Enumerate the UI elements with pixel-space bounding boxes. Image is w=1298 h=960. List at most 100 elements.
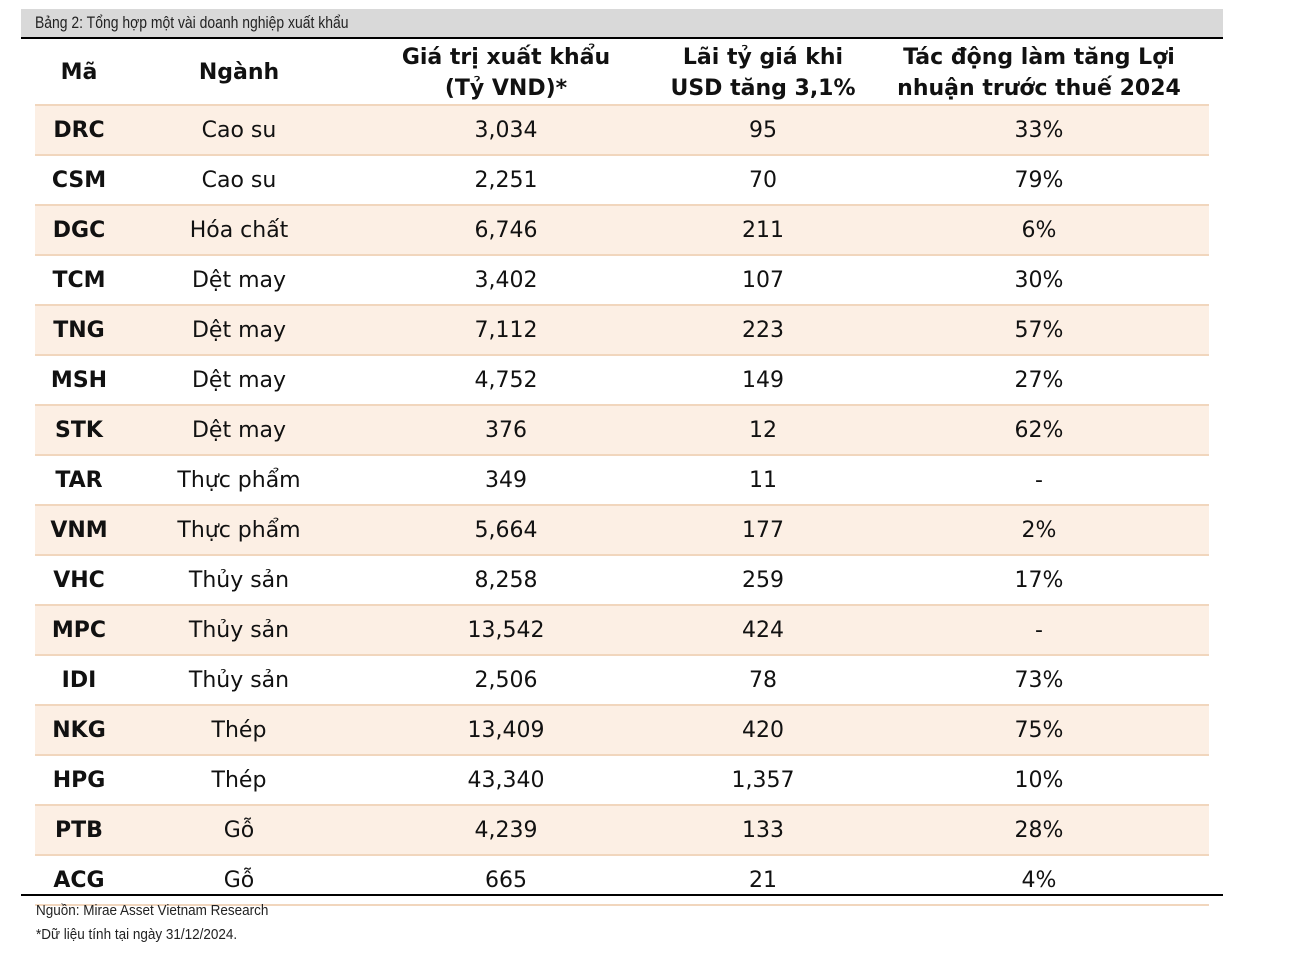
- cell-code: TNG: [35, 305, 123, 356]
- cell-profit-impact: 30%: [869, 255, 1209, 306]
- cell-fx-gain: 78: [657, 655, 869, 706]
- table-row: VNM Thực phẩm 5,664 177 2%: [35, 505, 1209, 556]
- cell-profit-impact: -: [869, 605, 1209, 656]
- table-caption-bar: Bảng 2: Tổng hợp một vài doanh nghiệp xu…: [21, 9, 1223, 39]
- table-bottom-rule: [21, 894, 1223, 896]
- cell-sector: Dệt may: [123, 255, 355, 306]
- header-profit-impact: Tác động làm tăng Lợi nhuận trước thuế 20…: [869, 41, 1209, 106]
- cell-profit-impact: 2%: [869, 505, 1209, 556]
- cell-sector: Thủy sản: [123, 655, 355, 706]
- cell-profit-impact: 6%: [869, 205, 1209, 256]
- table-row: TCM Dệt may 3,402 107 30%: [35, 255, 1209, 306]
- cell-code: NKG: [35, 705, 123, 756]
- cell-export-value: 2,506: [355, 655, 657, 706]
- cell-export-value: 43,340: [355, 755, 657, 806]
- cell-fx-gain: 1,357: [657, 755, 869, 806]
- cell-profit-impact: -: [869, 455, 1209, 506]
- table-row: CSM Cao su 2,251 70 79%: [35, 155, 1209, 206]
- cell-profit-impact: 79%: [869, 155, 1209, 206]
- cell-export-value: 4,239: [355, 805, 657, 856]
- cell-sector: Thép: [123, 705, 355, 756]
- cell-fx-gain: 149: [657, 355, 869, 406]
- table-row: STK Dệt may 376 12 62%: [35, 405, 1209, 456]
- cell-export-value: 13,409: [355, 705, 657, 756]
- cell-sector: Cao su: [123, 155, 355, 206]
- table-row: DRC Cao su 3,034 95 33%: [35, 105, 1209, 156]
- header-code: Mã: [35, 41, 123, 106]
- cell-code: MSH: [35, 355, 123, 406]
- table-row: NKG Thép 13,409 420 75%: [35, 705, 1209, 756]
- table-row: TNG Dệt may 7,112 223 57%: [35, 305, 1209, 356]
- cell-code: VNM: [35, 505, 123, 556]
- table-caption: Bảng 2: Tổng hợp một vài doanh nghiệp xu…: [35, 13, 349, 32]
- cell-code: MPC: [35, 605, 123, 656]
- cell-export-value: 13,542: [355, 605, 657, 656]
- cell-sector: Dệt may: [123, 355, 355, 406]
- cell-profit-impact: 4%: [869, 855, 1209, 906]
- cell-fx-gain: 223: [657, 305, 869, 356]
- table-row: TAR Thực phẩm 349 11 -: [35, 455, 1209, 506]
- header-export-value: Giá trị xuất khẩu (Tỷ VND)*: [355, 41, 657, 106]
- cell-export-value: 665: [355, 855, 657, 906]
- cell-profit-impact: 62%: [869, 405, 1209, 456]
- table-row: MSH Dệt may 4,752 149 27%: [35, 355, 1209, 406]
- cell-profit-impact: 10%: [869, 755, 1209, 806]
- cell-export-value: 7,112: [355, 305, 657, 356]
- cell-profit-impact: 57%: [869, 305, 1209, 356]
- cell-code: TCM: [35, 255, 123, 306]
- cell-code: DGC: [35, 205, 123, 256]
- cell-fx-gain: 177: [657, 505, 869, 556]
- cell-fx-gain: 107: [657, 255, 869, 306]
- header-fx-gain: Lãi tỷ giá khi USD tăng 3,1%: [657, 41, 869, 106]
- cell-export-value: 349: [355, 455, 657, 506]
- table-row: ACG Gỗ 665 21 4%: [35, 855, 1209, 906]
- cell-fx-gain: 133: [657, 805, 869, 856]
- cell-profit-impact: 33%: [869, 105, 1209, 156]
- cell-code: TAR: [35, 455, 123, 506]
- cell-fx-gain: 12: [657, 405, 869, 456]
- cell-export-value: 8,258: [355, 555, 657, 606]
- cell-fx-gain: 211: [657, 205, 869, 256]
- cell-export-value: 3,402: [355, 255, 657, 306]
- cell-fx-gain: 11: [657, 455, 869, 506]
- cell-profit-impact: 73%: [869, 655, 1209, 706]
- cell-profit-impact: 75%: [869, 705, 1209, 756]
- cell-sector: Dệt may: [123, 305, 355, 356]
- cell-fx-gain: 70: [657, 155, 869, 206]
- cell-fx-gain: 424: [657, 605, 869, 656]
- cell-export-value: 3,034: [355, 105, 657, 156]
- table-row: HPG Thép 43,340 1,357 10%: [35, 755, 1209, 806]
- cell-code: IDI: [35, 655, 123, 706]
- cell-code: STK: [35, 405, 123, 456]
- table-row: DGC Hóa chất 6,746 211 6%: [35, 205, 1209, 256]
- cell-export-value: 5,664: [355, 505, 657, 556]
- cell-code: VHC: [35, 555, 123, 606]
- cell-profit-impact: 27%: [869, 355, 1209, 406]
- table-row: PTB Gỗ 4,239 133 28%: [35, 805, 1209, 856]
- cell-sector: Cao su: [123, 105, 355, 156]
- export-companies-table: Mã Ngành Giá trị xuất khẩu (Tỷ VND)* Lãi …: [35, 41, 1209, 906]
- cell-fx-gain: 21: [657, 855, 869, 906]
- cell-code: PTB: [35, 805, 123, 856]
- cell-code: ACG: [35, 855, 123, 906]
- cell-code: DRC: [35, 105, 123, 156]
- cell-fx-gain: 95: [657, 105, 869, 156]
- cell-sector: Hóa chất: [123, 205, 355, 256]
- table-header-row: Mã Ngành Giá trị xuất khẩu (Tỷ VND)* Lãi …: [35, 41, 1209, 106]
- cell-export-value: 2,251: [355, 155, 657, 206]
- cell-fx-gain: 420: [657, 705, 869, 756]
- table-row: MPC Thủy sản 13,542 424 -: [35, 605, 1209, 656]
- cell-profit-impact: 28%: [869, 805, 1209, 856]
- cell-code: HPG: [35, 755, 123, 806]
- cell-sector: Thép: [123, 755, 355, 806]
- table-row: IDI Thủy sản 2,506 78 73%: [35, 655, 1209, 706]
- cell-fx-gain: 259: [657, 555, 869, 606]
- cell-profit-impact: 17%: [869, 555, 1209, 606]
- cell-sector: Dệt may: [123, 405, 355, 456]
- header-sector: Ngành: [123, 41, 355, 106]
- cell-sector: Gỗ: [123, 805, 355, 856]
- table-row: VHC Thủy sản 8,258 259 17%: [35, 555, 1209, 606]
- cell-sector: Thủy sản: [123, 555, 355, 606]
- cell-sector: Thực phẩm: [123, 455, 355, 506]
- cell-export-value: 376: [355, 405, 657, 456]
